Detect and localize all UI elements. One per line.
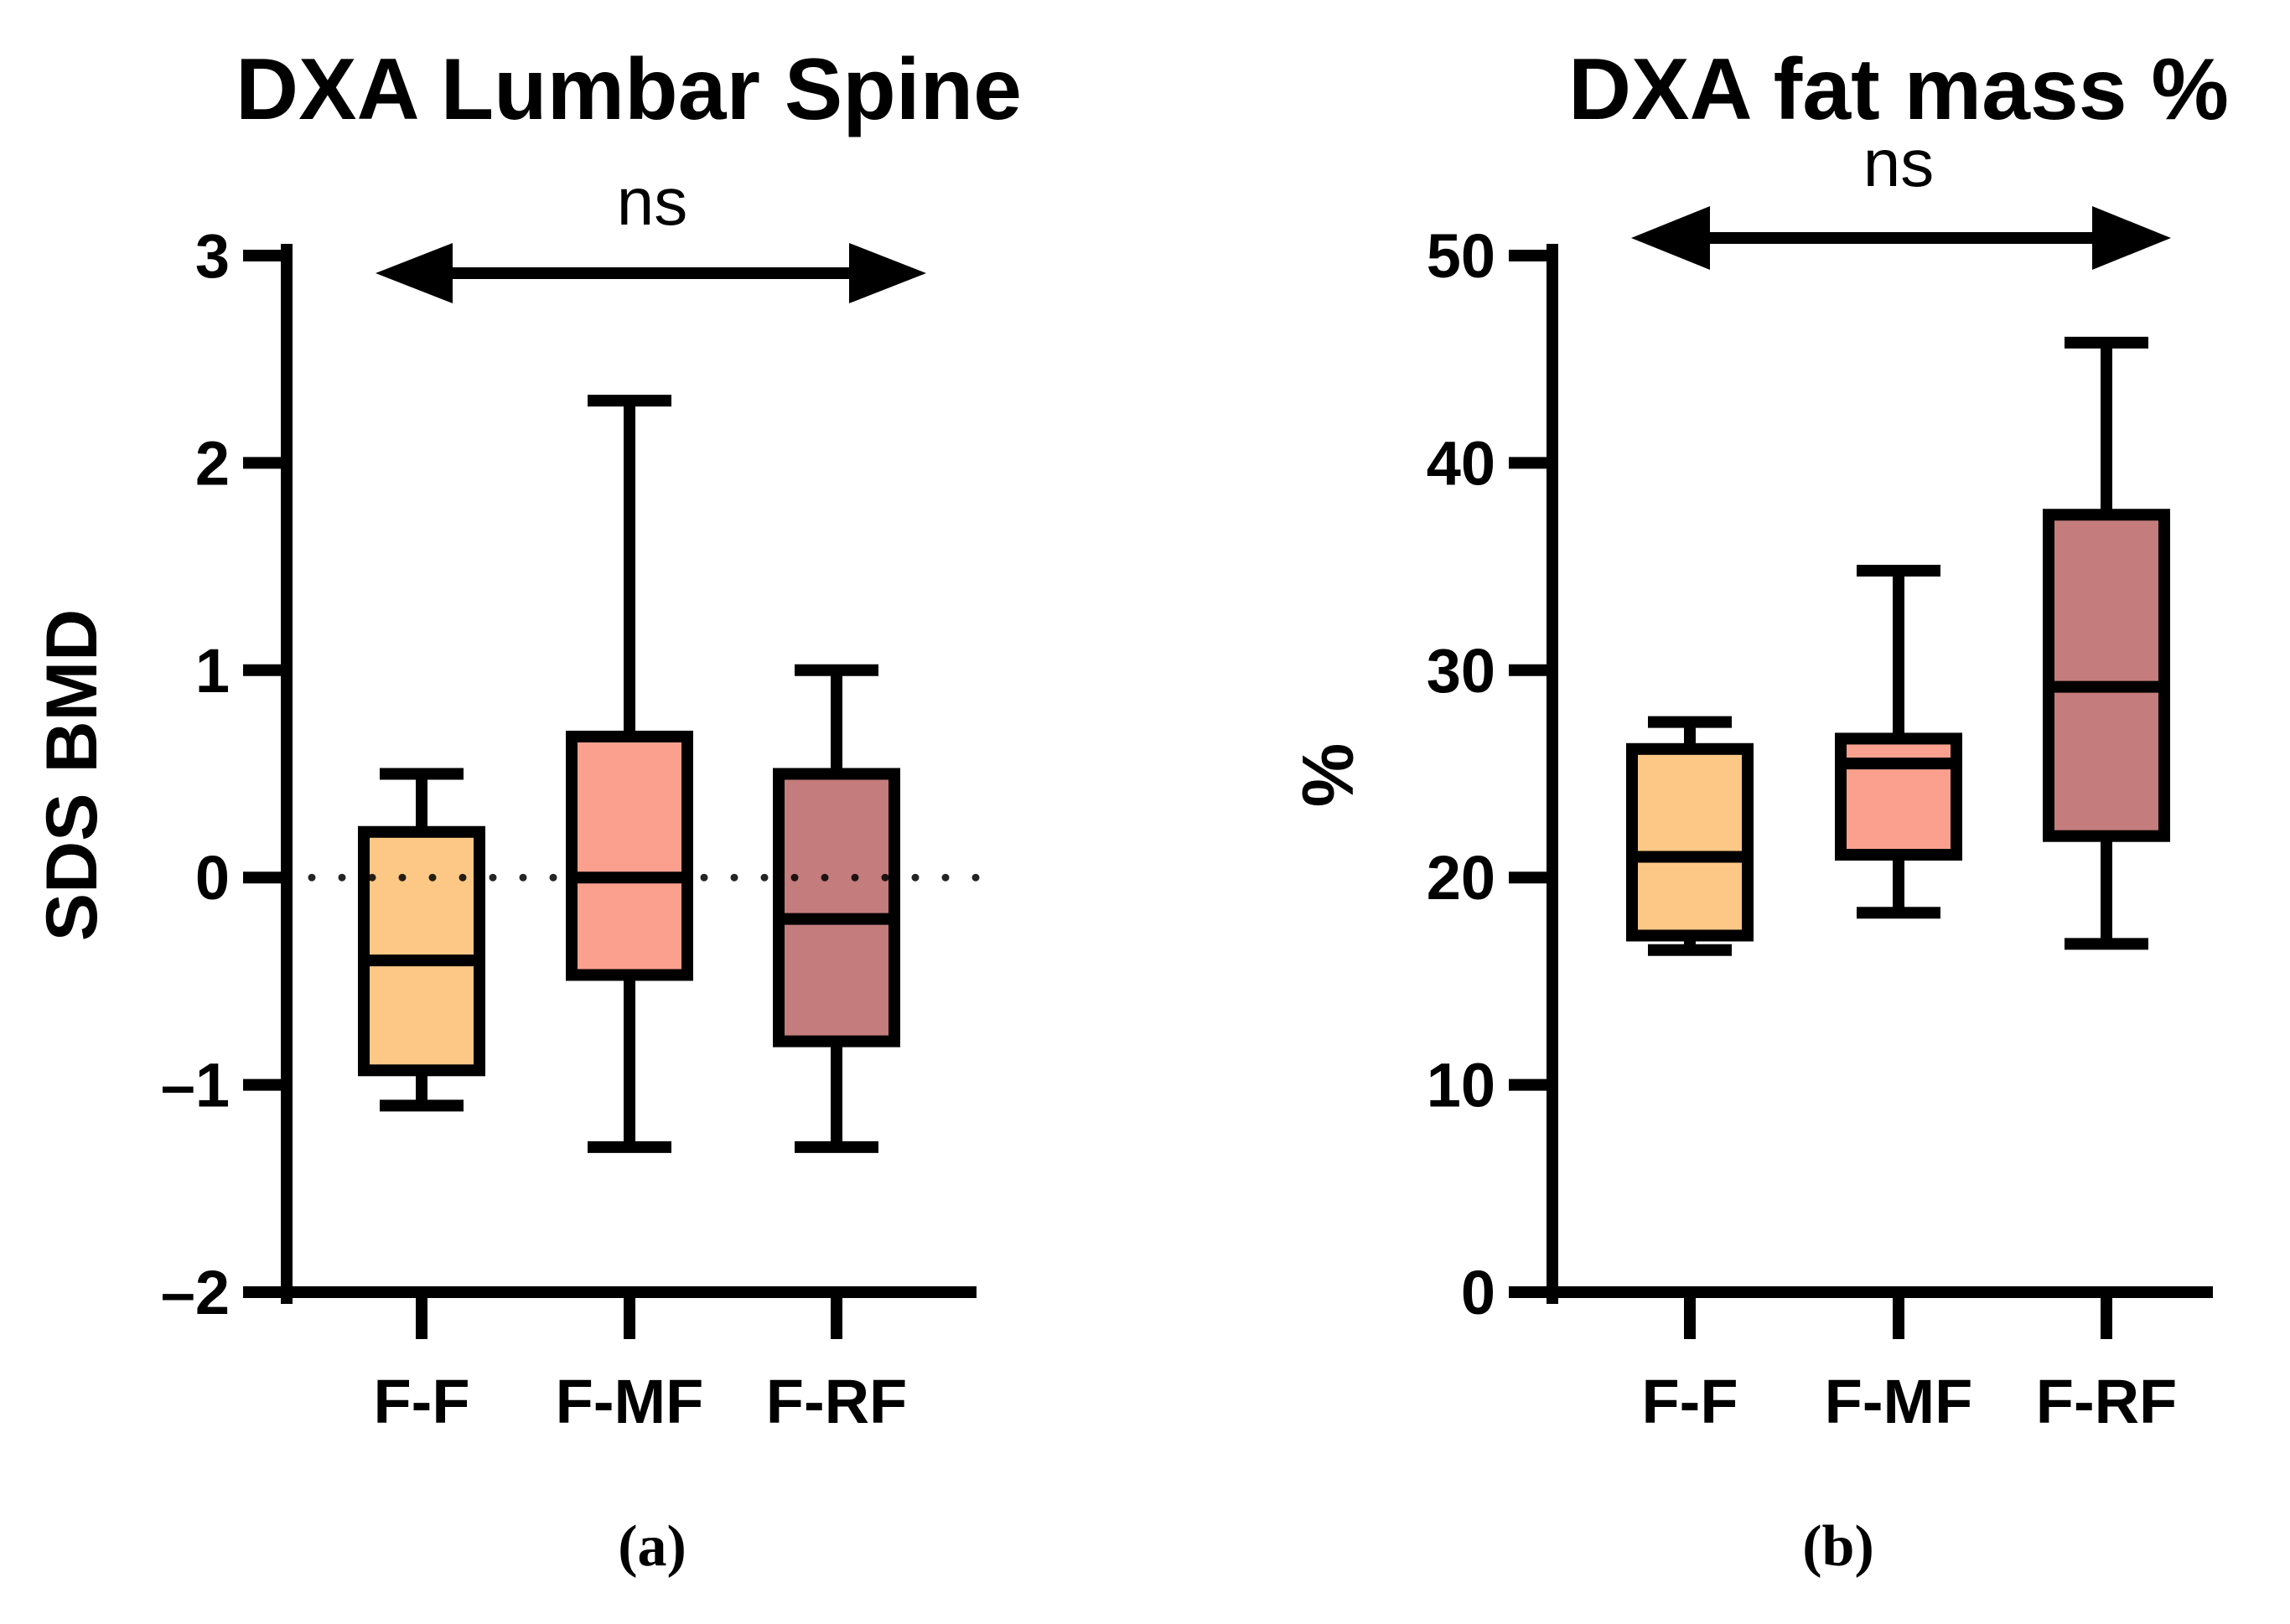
x-tick-label: F-MF (1825, 1367, 1973, 1436)
x-tick-label: F-F (373, 1367, 469, 1436)
box-iqr (773, 768, 900, 1047)
y-tick-label: 2 (195, 428, 230, 498)
y-tick-label: 50 (1427, 221, 1495, 291)
box-iqr (2043, 509, 2170, 842)
significance-label: ns (617, 164, 688, 239)
y-tick-label: 0 (195, 843, 230, 913)
y-tick-label: –1 (161, 1051, 230, 1120)
y-axis-label: SDS BMD (32, 609, 112, 942)
box-iqr (1626, 742, 1754, 942)
chart-title: DXA fat mass % (1568, 41, 2229, 138)
box-f-rf (773, 664, 900, 1153)
y-tick-label: –2 (161, 1258, 230, 1327)
box-iqr (566, 730, 693, 981)
y-tick-label: 10 (1427, 1051, 1495, 1120)
y-tick-label: 20 (1427, 843, 1495, 913)
y-tick-label: 1 (195, 636, 230, 706)
significance-arrow (1631, 206, 2171, 270)
box-f-rf (2043, 336, 2170, 950)
panel-label: (b) (1802, 1514, 1874, 1579)
x-tick-label: F-RF (766, 1367, 908, 1436)
box-iqr (1835, 732, 1962, 861)
panel-label: (a) (618, 1514, 686, 1579)
y-tick-label: 3 (195, 221, 230, 291)
box-f-mf (566, 395, 693, 1153)
x-tick-label: F-F (1641, 1367, 1738, 1436)
y-axis-label: % (1288, 743, 1369, 807)
chart-title: DXA Lumbar Spine (236, 41, 1022, 138)
significance-arrow (376, 243, 926, 303)
y-tick-label: 30 (1427, 636, 1495, 706)
x-tick-label: F-RF (2036, 1367, 2178, 1436)
box-iqr (358, 825, 485, 1077)
box-f-mf (1835, 565, 1962, 919)
box-f-f (1626, 716, 1754, 956)
box-f-f (358, 768, 485, 1112)
y-tick-label: 40 (1427, 428, 1495, 498)
significance-label: ns (1863, 126, 1935, 200)
y-tick-label: 0 (1461, 1258, 1495, 1327)
x-tick-label: F-MF (556, 1367, 704, 1436)
chart-panel-a: DXA Lumbar Spine ns SDS BMD 3 2 1 0 –1 –2 F-F F… (32, 41, 1022, 1579)
chart-panel-b: DXA fat mass % ns % 50 40 30 20 10 0 F-F F-MF F-… (1288, 41, 2229, 1579)
